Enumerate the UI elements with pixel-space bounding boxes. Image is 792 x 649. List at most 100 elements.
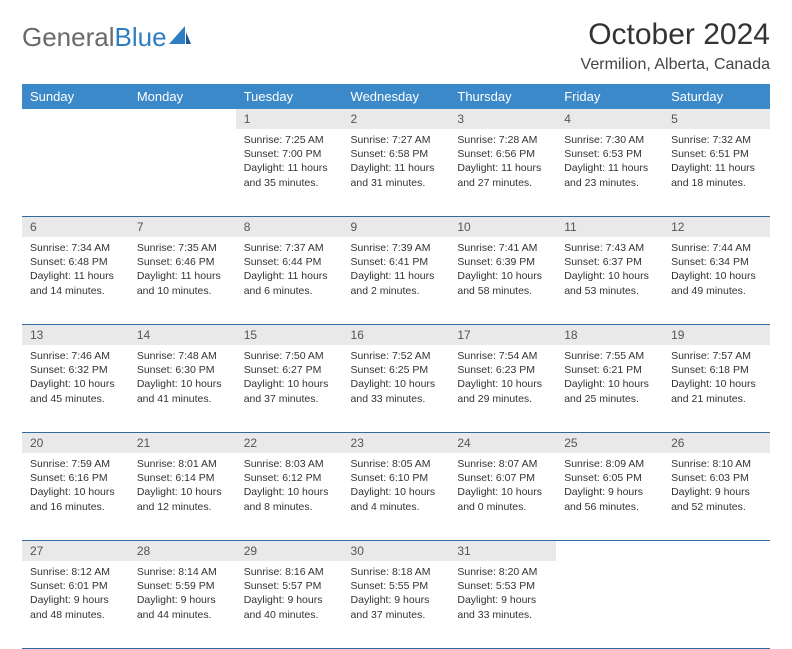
sunset-text: Sunset: 6:01 PM bbox=[30, 579, 121, 593]
sunrise-text: Sunrise: 8:01 AM bbox=[137, 457, 228, 471]
day-cell bbox=[663, 561, 770, 649]
day-number-cell: 25 bbox=[556, 433, 663, 453]
sunrise-text: Sunrise: 7:35 AM bbox=[137, 241, 228, 255]
day-cell: Sunrise: 7:50 AMSunset: 6:27 PMDaylight:… bbox=[236, 345, 343, 433]
daylight-text: Daylight: 9 hours and 37 minutes. bbox=[351, 593, 442, 621]
day-content: Sunrise: 7:59 AMSunset: 6:16 PMDaylight:… bbox=[22, 453, 129, 520]
daylight-text: Daylight: 10 hours and 53 minutes. bbox=[564, 269, 655, 297]
day-number-cell: 4 bbox=[556, 109, 663, 129]
sunrise-text: Sunrise: 7:25 AM bbox=[244, 133, 335, 147]
day-number-cell: 13 bbox=[22, 325, 129, 345]
day-number-cell: 22 bbox=[236, 433, 343, 453]
daylight-text: Daylight: 10 hours and 58 minutes. bbox=[457, 269, 548, 297]
day-cell: Sunrise: 7:59 AMSunset: 6:16 PMDaylight:… bbox=[22, 453, 129, 541]
day-content: Sunrise: 7:41 AMSunset: 6:39 PMDaylight:… bbox=[449, 237, 556, 304]
day-number-row: 6789101112 bbox=[22, 217, 770, 237]
sunset-text: Sunset: 6:27 PM bbox=[244, 363, 335, 377]
day-content: Sunrise: 7:43 AMSunset: 6:37 PMDaylight:… bbox=[556, 237, 663, 304]
day-content: Sunrise: 7:48 AMSunset: 6:30 PMDaylight:… bbox=[129, 345, 236, 412]
sunset-text: Sunset: 6:48 PM bbox=[30, 255, 121, 269]
daylight-text: Daylight: 10 hours and 12 minutes. bbox=[137, 485, 228, 513]
sunrise-text: Sunrise: 8:07 AM bbox=[457, 457, 548, 471]
weekday-header: Friday bbox=[556, 84, 663, 109]
day-cell: Sunrise: 7:57 AMSunset: 6:18 PMDaylight:… bbox=[663, 345, 770, 433]
daylight-text: Daylight: 11 hours and 27 minutes. bbox=[457, 161, 548, 189]
day-cell: Sunrise: 7:44 AMSunset: 6:34 PMDaylight:… bbox=[663, 237, 770, 325]
sunset-text: Sunset: 6:03 PM bbox=[671, 471, 762, 485]
day-cell: Sunrise: 7:28 AMSunset: 6:56 PMDaylight:… bbox=[449, 129, 556, 217]
day-cell: Sunrise: 7:52 AMSunset: 6:25 PMDaylight:… bbox=[343, 345, 450, 433]
day-cell: Sunrise: 8:01 AMSunset: 6:14 PMDaylight:… bbox=[129, 453, 236, 541]
sunrise-text: Sunrise: 7:43 AM bbox=[564, 241, 655, 255]
daylight-text: Daylight: 11 hours and 18 minutes. bbox=[671, 161, 762, 189]
day-content-row: Sunrise: 7:59 AMSunset: 6:16 PMDaylight:… bbox=[22, 453, 770, 541]
day-content: Sunrise: 8:18 AMSunset: 5:55 PMDaylight:… bbox=[343, 561, 450, 628]
daylight-text: Daylight: 11 hours and 2 minutes. bbox=[351, 269, 442, 297]
daylight-text: Daylight: 9 hours and 33 minutes. bbox=[457, 593, 548, 621]
sunrise-text: Sunrise: 7:52 AM bbox=[351, 349, 442, 363]
day-content: Sunrise: 7:25 AMSunset: 7:00 PMDaylight:… bbox=[236, 129, 343, 196]
sunrise-text: Sunrise: 7:44 AM bbox=[671, 241, 762, 255]
day-number-cell: 6 bbox=[22, 217, 129, 237]
day-content: Sunrise: 8:10 AMSunset: 6:03 PMDaylight:… bbox=[663, 453, 770, 520]
sunset-text: Sunset: 5:59 PM bbox=[137, 579, 228, 593]
weekday-header: Sunday bbox=[22, 84, 129, 109]
weekday-header: Tuesday bbox=[236, 84, 343, 109]
sunset-text: Sunset: 6:18 PM bbox=[671, 363, 762, 377]
daylight-text: Daylight: 10 hours and 45 minutes. bbox=[30, 377, 121, 405]
sunset-text: Sunset: 6:41 PM bbox=[351, 255, 442, 269]
weekday-header-row: Sunday Monday Tuesday Wednesday Thursday… bbox=[22, 84, 770, 109]
day-number-cell: 16 bbox=[343, 325, 450, 345]
sunrise-text: Sunrise: 8:18 AM bbox=[351, 565, 442, 579]
day-content: Sunrise: 8:01 AMSunset: 6:14 PMDaylight:… bbox=[129, 453, 236, 520]
day-number-cell: 23 bbox=[343, 433, 450, 453]
day-cell: Sunrise: 8:09 AMSunset: 6:05 PMDaylight:… bbox=[556, 453, 663, 541]
day-number-cell bbox=[663, 541, 770, 561]
day-content-row: Sunrise: 7:46 AMSunset: 6:32 PMDaylight:… bbox=[22, 345, 770, 433]
day-number-cell: 20 bbox=[22, 433, 129, 453]
day-number-cell: 8 bbox=[236, 217, 343, 237]
day-content: Sunrise: 7:34 AMSunset: 6:48 PMDaylight:… bbox=[22, 237, 129, 304]
day-content: Sunrise: 7:32 AMSunset: 6:51 PMDaylight:… bbox=[663, 129, 770, 196]
sunset-text: Sunset: 6:37 PM bbox=[564, 255, 655, 269]
daylight-text: Daylight: 10 hours and 37 minutes. bbox=[244, 377, 335, 405]
sunrise-text: Sunrise: 7:59 AM bbox=[30, 457, 121, 471]
sunrise-text: Sunrise: 8:05 AM bbox=[351, 457, 442, 471]
day-cell bbox=[22, 129, 129, 217]
daylight-text: Daylight: 9 hours and 40 minutes. bbox=[244, 593, 335, 621]
sunrise-text: Sunrise: 8:12 AM bbox=[30, 565, 121, 579]
daylight-text: Daylight: 10 hours and 16 minutes. bbox=[30, 485, 121, 513]
daylight-text: Daylight: 10 hours and 21 minutes. bbox=[671, 377, 762, 405]
sunset-text: Sunset: 6:25 PM bbox=[351, 363, 442, 377]
daylight-text: Daylight: 10 hours and 41 minutes. bbox=[137, 377, 228, 405]
sunrise-text: Sunrise: 7:46 AM bbox=[30, 349, 121, 363]
sunset-text: Sunset: 7:00 PM bbox=[244, 147, 335, 161]
logo-text-2: Blue bbox=[115, 22, 167, 53]
daylight-text: Daylight: 10 hours and 49 minutes. bbox=[671, 269, 762, 297]
day-content: Sunrise: 8:16 AMSunset: 5:57 PMDaylight:… bbox=[236, 561, 343, 628]
day-content: Sunrise: 7:52 AMSunset: 6:25 PMDaylight:… bbox=[343, 345, 450, 412]
logo-text-1: General bbox=[22, 22, 115, 53]
day-cell: Sunrise: 7:34 AMSunset: 6:48 PMDaylight:… bbox=[22, 237, 129, 325]
day-cell: Sunrise: 8:05 AMSunset: 6:10 PMDaylight:… bbox=[343, 453, 450, 541]
sunset-text: Sunset: 5:57 PM bbox=[244, 579, 335, 593]
day-content: Sunrise: 8:09 AMSunset: 6:05 PMDaylight:… bbox=[556, 453, 663, 520]
daylight-text: Daylight: 11 hours and 35 minutes. bbox=[244, 161, 335, 189]
daylight-text: Daylight: 10 hours and 0 minutes. bbox=[457, 485, 548, 513]
day-cell: Sunrise: 8:03 AMSunset: 6:12 PMDaylight:… bbox=[236, 453, 343, 541]
sunset-text: Sunset: 6:05 PM bbox=[564, 471, 655, 485]
daylight-text: Daylight: 11 hours and 14 minutes. bbox=[30, 269, 121, 297]
sunset-text: Sunset: 6:53 PM bbox=[564, 147, 655, 161]
weekday-header: Thursday bbox=[449, 84, 556, 109]
location: Vermilion, Alberta, Canada bbox=[581, 56, 770, 74]
daylight-text: Daylight: 10 hours and 4 minutes. bbox=[351, 485, 442, 513]
day-cell bbox=[556, 561, 663, 649]
daylight-text: Daylight: 10 hours and 8 minutes. bbox=[244, 485, 335, 513]
sunset-text: Sunset: 6:32 PM bbox=[30, 363, 121, 377]
day-number-cell: 2 bbox=[343, 109, 450, 129]
day-number-cell: 12 bbox=[663, 217, 770, 237]
day-cell: Sunrise: 7:46 AMSunset: 6:32 PMDaylight:… bbox=[22, 345, 129, 433]
day-number-cell: 24 bbox=[449, 433, 556, 453]
day-number-cell: 3 bbox=[449, 109, 556, 129]
day-cell: Sunrise: 8:20 AMSunset: 5:53 PMDaylight:… bbox=[449, 561, 556, 649]
